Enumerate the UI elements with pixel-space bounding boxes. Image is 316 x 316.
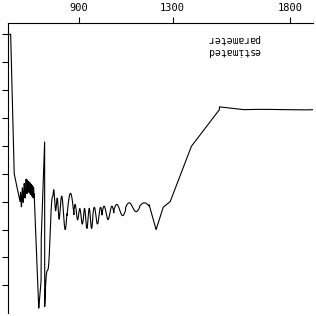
Text: estimated
parameter: estimated parameter: [207, 34, 260, 56]
